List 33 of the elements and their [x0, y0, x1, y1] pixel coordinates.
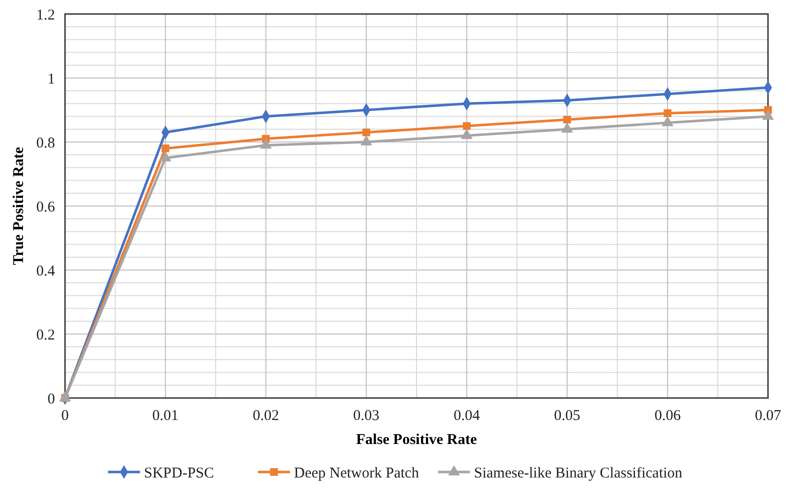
point — [59, 391, 71, 402]
x-tick-label: 0.03 — [353, 408, 380, 424]
legend-label: Siamese-like Binary Classification — [474, 465, 683, 482]
point — [462, 122, 471, 130]
point — [563, 116, 572, 124]
point — [561, 122, 574, 133]
point — [362, 128, 370, 136]
x-tick-label: 0.05 — [554, 408, 580, 424]
x-tick-label: 0.04 — [454, 408, 480, 424]
y-axis-title: True Positive Rate — [11, 146, 27, 266]
y-tick-label: 0 — [48, 391, 55, 408]
point — [762, 110, 774, 120]
y-tick-label: 0.2 — [36, 327, 55, 344]
point — [460, 128, 473, 139]
y-tick-label: 1.2 — [36, 7, 55, 24]
point — [160, 151, 172, 162]
y-tick-label: 0.6 — [36, 199, 56, 216]
point — [664, 109, 672, 118]
point — [662, 116, 674, 126]
legend-label: SKPD-PSC — [144, 465, 214, 482]
y-tick-label: 0.4 — [36, 263, 56, 280]
x-tick-label: 0 — [61, 408, 69, 424]
x-tick-label: 0.07 — [754, 408, 782, 424]
legend-label: Deep Network Patch — [294, 465, 420, 482]
x-tick-label: 0.06 — [654, 408, 682, 424]
y-tick-label: 1 — [48, 71, 55, 88]
x-tick-label: 0.01 — [152, 408, 179, 424]
point — [162, 144, 170, 152]
y-tick-label: 0.8 — [36, 135, 55, 152]
point — [260, 138, 272, 149]
x-axis-title: False Positive Rate — [356, 432, 478, 448]
x-tick-label: 0.02 — [252, 408, 279, 424]
point — [360, 135, 372, 146]
